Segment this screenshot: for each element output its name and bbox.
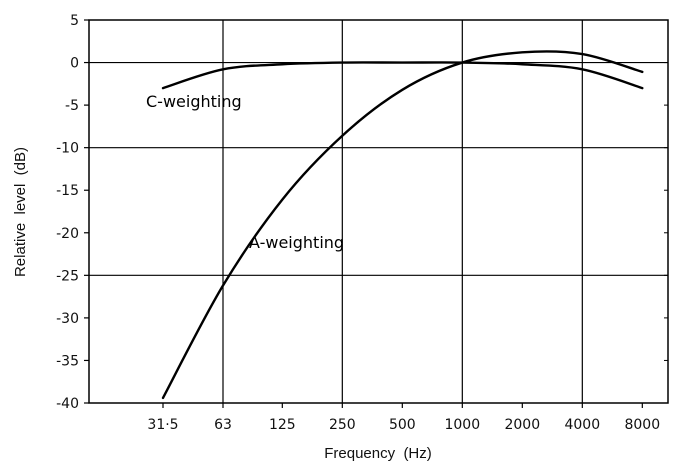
x-ticks: 31·5 63 125 250 500 1000 2000 4000 8000 xyxy=(147,403,660,433)
x-tick-label: 1000 xyxy=(444,417,480,433)
x-tick-label: 250 xyxy=(329,417,356,433)
x-tick-label: 125 xyxy=(269,417,296,433)
y-tick-label: -10 xyxy=(56,141,79,157)
x-axis-label: Frequency (Hz) xyxy=(324,445,432,462)
y-tick-label: 0 xyxy=(70,56,79,72)
y-tick-label: -20 xyxy=(56,226,79,242)
x-tick-label: 4000 xyxy=(564,417,600,433)
c-weighting-label: C-weighting xyxy=(146,92,242,111)
y-tick-label: -5 xyxy=(65,98,79,114)
a-weighting-curve xyxy=(161,50,644,400)
y-axis-label: Relative level (dB) xyxy=(12,147,29,277)
y-ticks: 5 0 -5 -10 -15 -20 -25 -30 -35 -40 xyxy=(56,13,668,412)
x-tick-label: 31·5 xyxy=(147,417,178,433)
y-tick-label: -25 xyxy=(56,268,79,284)
plot-frame xyxy=(88,19,669,404)
x-tick-label: 8000 xyxy=(624,417,660,433)
c-weighting-curve xyxy=(161,61,644,90)
y-tick-label: -15 xyxy=(56,183,79,199)
grid-lines xyxy=(89,20,668,403)
y-tick-label: -35 xyxy=(56,353,79,369)
x-tick-label: 2000 xyxy=(504,417,540,433)
a-weighting-label: A-weighting xyxy=(249,233,344,252)
y-tick-label: 5 xyxy=(70,13,79,29)
y-tick-label: -30 xyxy=(56,311,79,327)
series-lines xyxy=(161,50,644,400)
y-tick-label: -40 xyxy=(56,396,79,412)
x-tick-label: 500 xyxy=(389,417,416,433)
x-tick-label: 63 xyxy=(214,417,232,433)
